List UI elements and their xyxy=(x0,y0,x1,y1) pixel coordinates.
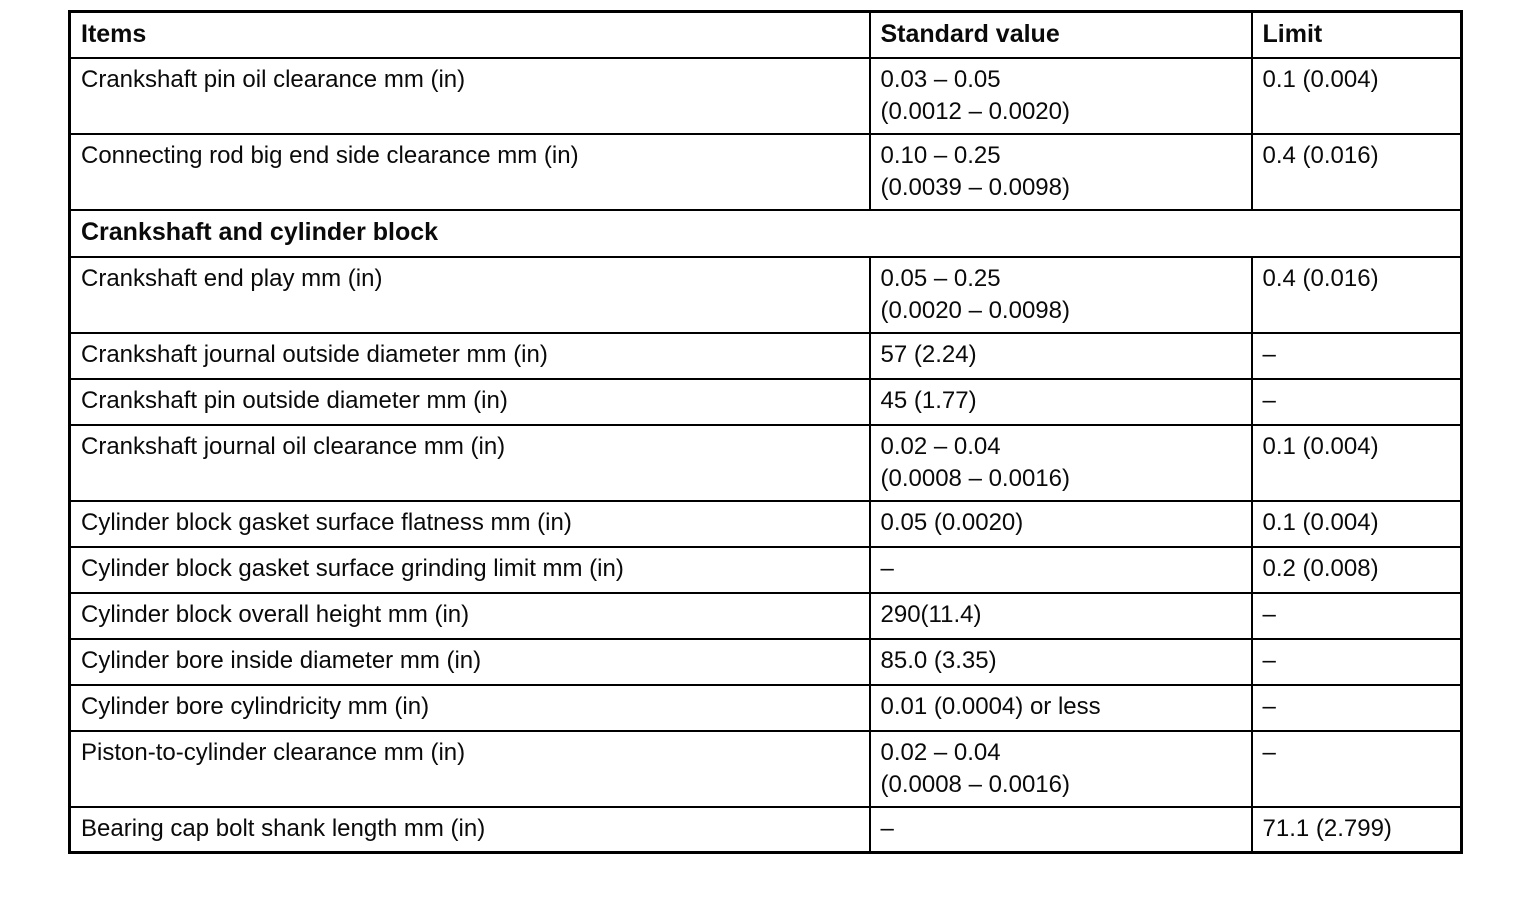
spec-table-body: Crankshaft pin oil clearance mm (in) 0.03… xyxy=(68,56,1463,854)
cell-standard: 0.05 – 0.25 (0.0020 – 0.0098) xyxy=(868,255,1253,334)
table-row: Crankshaft journal outside diameter mm (… xyxy=(68,331,1463,380)
cell-standard: 45 (1.77) xyxy=(868,377,1253,426)
table-row: Cylinder block gasket surface grinding l… xyxy=(68,545,1463,594)
cell-limit: 0.1 (0.004) xyxy=(1250,499,1463,548)
cell-standard: – xyxy=(868,805,1253,854)
cell-item: Crankshaft pin oil clearance mm (in) xyxy=(68,56,871,135)
cell-item: Cylinder bore inside diameter mm (in) xyxy=(68,637,871,686)
cell-limit: 71.1 (2.799) xyxy=(1250,805,1463,854)
cell-limit: – xyxy=(1250,683,1463,732)
table-row: Crankshaft journal oil clearance mm (in)… xyxy=(68,423,1463,502)
cell-standard: 0.01 (0.0004) or less xyxy=(868,683,1253,732)
cell-item: Connecting rod big end side clearance mm… xyxy=(68,132,871,211)
cell-item: Cylinder block overall height mm (in) xyxy=(68,591,871,640)
cell-item: Bearing cap bolt shank length mm (in) xyxy=(68,805,871,854)
table-row: Cylinder block gasket surface flatness m… xyxy=(68,499,1463,548)
section-header-row: Crankshaft and cylinder block xyxy=(68,208,1463,258)
cell-item: Crankshaft pin outside diameter mm (in) xyxy=(68,377,871,426)
cell-standard: 0.05 (0.0020) xyxy=(868,499,1253,548)
table-row: Piston-to-cylinder clearance mm (in) 0.02… xyxy=(68,729,1463,808)
cell-limit: – xyxy=(1250,637,1463,686)
cell-item: Crankshaft end play mm (in) xyxy=(68,255,871,334)
cell-item: Crankshaft journal oil clearance mm (in) xyxy=(68,423,871,502)
cell-item: Cylinder block gasket surface flatness m… xyxy=(68,499,871,548)
header-row: Items Standard value Limit xyxy=(68,10,1463,59)
cell-limit: – xyxy=(1250,377,1463,426)
cell-standard: 0.10 – 0.25 (0.0039 – 0.0098) xyxy=(868,132,1253,211)
cell-limit: 0.4 (0.016) xyxy=(1250,255,1463,334)
section-header-label: Crankshaft and cylinder block xyxy=(68,208,1463,258)
cell-limit: 0.2 (0.008) xyxy=(1250,545,1463,594)
table-row: Crankshaft pin outside diameter mm (in) 4… xyxy=(68,377,1463,426)
cell-standard: 290(11.4) xyxy=(868,591,1253,640)
cell-standard: 0.02 – 0.04 (0.0008 – 0.0016) xyxy=(868,423,1253,502)
cell-limit: – xyxy=(1250,591,1463,640)
cell-item: Cylinder bore cylindricity mm (in) xyxy=(68,683,871,732)
cell-standard: 0.02 – 0.04 (0.0008 – 0.0016) xyxy=(868,729,1253,808)
cell-item: Piston-to-cylinder clearance mm (in) xyxy=(68,729,871,808)
table-row: Crankshaft end play mm (in) 0.05 – 0.25 (… xyxy=(68,255,1463,334)
table-row: Bearing cap bolt shank length mm (in) –71… xyxy=(68,805,1463,854)
cell-standard: 0.03 – 0.05 (0.0012 – 0.0020) xyxy=(868,56,1253,135)
cell-limit: 0.4 (0.016) xyxy=(1250,132,1463,211)
table-row: Crankshaft pin oil clearance mm (in) 0.03… xyxy=(68,56,1463,135)
cell-limit: – xyxy=(1250,729,1463,808)
column-header-standard: Standard value xyxy=(868,10,1253,59)
spec-table-header: Items Standard value Limit xyxy=(68,10,1463,59)
cell-standard: – xyxy=(868,545,1253,594)
column-header-limit: Limit xyxy=(1250,10,1463,59)
cell-item: Crankshaft journal outside diameter mm (… xyxy=(68,331,871,380)
table-row: Connecting rod big end side clearance mm… xyxy=(68,132,1463,211)
cell-standard: 85.0 (3.35) xyxy=(868,637,1253,686)
cell-standard: 57 (2.24) xyxy=(868,331,1253,380)
cell-item: Cylinder block gasket surface grinding l… xyxy=(68,545,871,594)
cell-limit: 0.1 (0.004) xyxy=(1250,423,1463,502)
spec-table: Items Standard value Limit Crankshaft pi… xyxy=(68,10,1463,854)
cell-limit: 0.1 (0.004) xyxy=(1250,56,1463,135)
table-row: Cylinder block overall height mm (in) 290… xyxy=(68,591,1463,640)
table-row: Cylinder bore cylindricity mm (in) 0.01 (… xyxy=(68,683,1463,732)
cell-limit: – xyxy=(1250,331,1463,380)
column-header-items: Items xyxy=(68,10,871,59)
table-row: Cylinder bore inside diameter mm (in) 85.… xyxy=(68,637,1463,686)
